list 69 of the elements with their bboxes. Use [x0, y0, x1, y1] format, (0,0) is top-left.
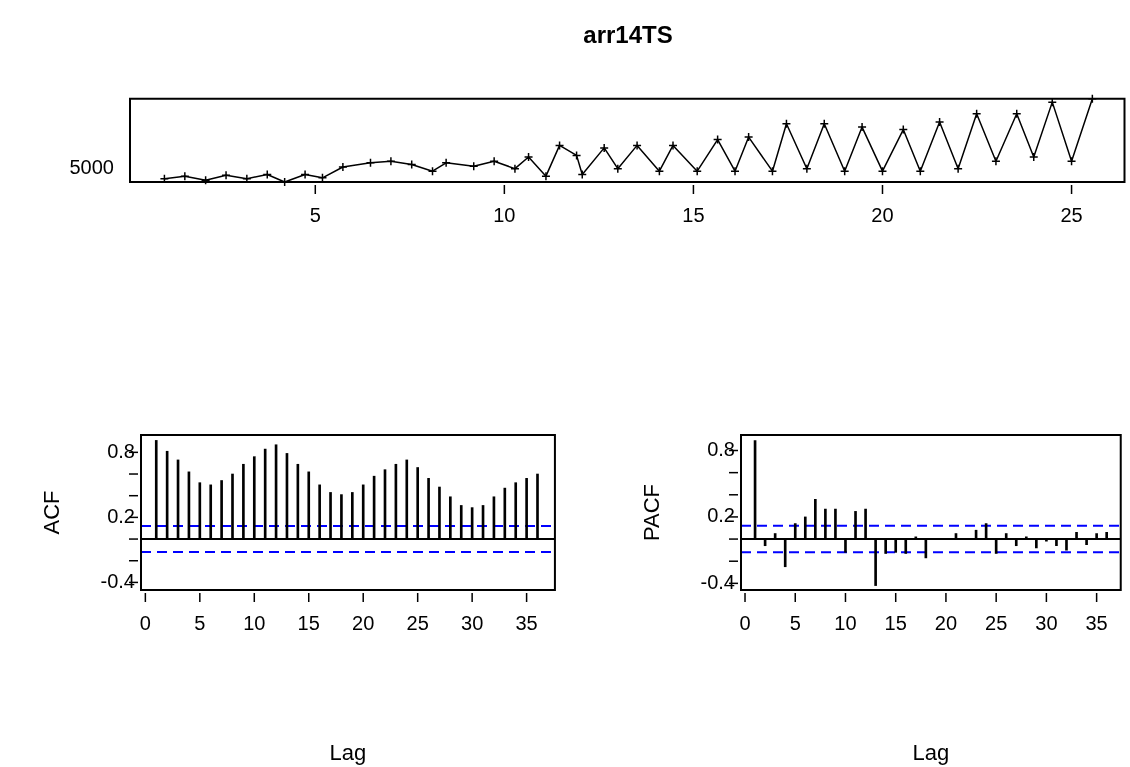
point [300, 169, 310, 180]
point [1011, 109, 1022, 119]
y-tick-label: 0.8 [107, 439, 135, 462]
point [510, 163, 520, 174]
point [523, 152, 534, 162]
point [180, 171, 190, 181]
chart-title: arr14TS [583, 21, 673, 49]
y-tick-label: 0.8 [707, 438, 735, 461]
point [489, 156, 499, 166]
x-tick-label: 30 [461, 611, 484, 634]
y-tick-label: -0.4 [700, 570, 735, 593]
x-tick-label: 25 [985, 611, 1008, 634]
x-axis-title: Lag [329, 739, 367, 765]
point [839, 166, 850, 176]
x-tick-label: 5 [194, 611, 206, 634]
x-tick-label: 15 [682, 203, 705, 226]
point [915, 166, 926, 176]
point [857, 122, 867, 132]
point [819, 119, 830, 129]
x-tick-label: 10 [493, 203, 516, 226]
point [743, 132, 754, 142]
x-tick-label: 0 [139, 611, 151, 634]
point [338, 162, 348, 172]
point [468, 161, 479, 171]
point [365, 158, 376, 168]
x-tick-label: 30 [1035, 611, 1058, 634]
x-tick-label: 20 [871, 203, 894, 226]
point [541, 171, 551, 181]
x-tick-label: 35 [515, 611, 538, 634]
point [991, 156, 1001, 166]
x-tick-label: 35 [1085, 611, 1108, 634]
point [953, 163, 963, 174]
point [1066, 156, 1077, 166]
x-tick-label: 25 [406, 611, 429, 634]
point [599, 143, 609, 153]
y-tick-label: -0.4 [100, 569, 135, 592]
point [730, 166, 740, 176]
point [692, 166, 702, 176]
x-tick-label: 15 [884, 611, 907, 634]
point [613, 163, 623, 174]
x-tick-label: 25 [1060, 203, 1083, 226]
point [1029, 152, 1039, 162]
point [781, 119, 792, 129]
x-tick-label: 10 [243, 611, 266, 634]
text: 5000 [69, 155, 114, 178]
x-tick-label: 15 [297, 611, 320, 634]
x-tick-label: 5 [789, 611, 801, 634]
point [386, 156, 396, 166]
point [668, 140, 678, 151]
point [654, 166, 665, 176]
y-axis-title: ACF [39, 490, 65, 535]
point [934, 117, 945, 127]
x-tick-label: 20 [934, 611, 958, 634]
point [802, 163, 812, 174]
y-axis-title: PACF [639, 483, 665, 542]
point [441, 158, 451, 168]
x-tick-label: 5 [309, 203, 321, 226]
y-tick-label: 0.2 [707, 504, 735, 527]
y-tick-label: 0.2 [107, 504, 135, 527]
x-tick-label: 20 [352, 611, 375, 634]
point [427, 166, 438, 176]
point [221, 170, 231, 181]
x-axis-title: Lag [912, 739, 950, 765]
x-tick-label: 0 [739, 611, 751, 634]
point [767, 166, 778, 176]
point [877, 166, 888, 176]
point [971, 109, 982, 119]
x-tick-label: 10 [834, 611, 857, 634]
point [632, 140, 642, 151]
